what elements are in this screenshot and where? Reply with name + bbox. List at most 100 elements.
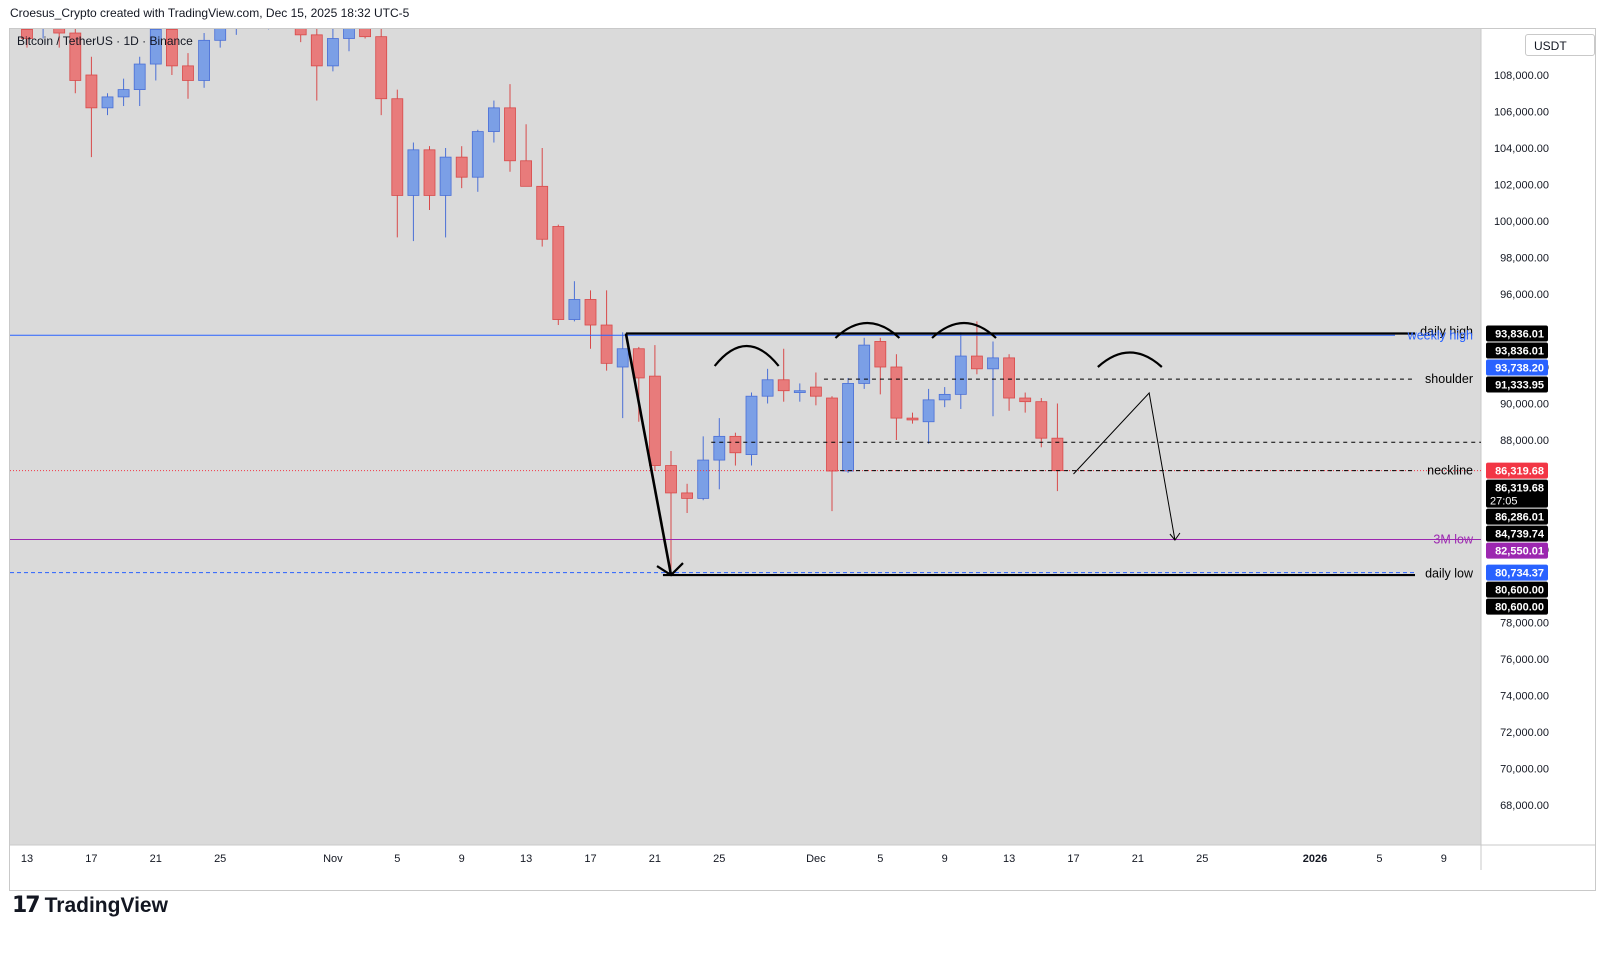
price-tag-value: 86,286.01 xyxy=(1495,512,1544,524)
candle-body xyxy=(391,98,404,196)
candle-body xyxy=(439,156,452,196)
candle-body xyxy=(247,0,258,6)
price-tick-label: 104,000.00 xyxy=(1494,143,1549,155)
candle-body xyxy=(858,344,871,384)
price-tag xyxy=(1486,462,1548,479)
time-tick-label: 21 xyxy=(1132,853,1144,865)
price-tag-value: 93,738.20 xyxy=(1495,362,1544,374)
candle-body xyxy=(407,149,420,196)
price-tick-label: 76,000.00 xyxy=(1500,654,1549,666)
time-tick-label: 13 xyxy=(520,853,532,865)
candle-body xyxy=(1035,401,1048,439)
price-tag xyxy=(1486,342,1548,359)
price-tick-label: 78,000.00 xyxy=(1500,618,1549,630)
candle-body xyxy=(165,29,178,67)
price-tag xyxy=(1486,508,1548,525)
line-label-shoulder: shoulder xyxy=(1425,372,1473,386)
price-tag xyxy=(1486,325,1548,342)
time-tick-label: 5 xyxy=(394,853,400,865)
price-tag-value: 84,739.74 xyxy=(1495,529,1545,541)
time-tick-label: 2026 xyxy=(1303,853,1327,865)
price-tick-label: 68,000.00 xyxy=(1500,800,1549,812)
candle-body xyxy=(954,355,967,395)
drop-arrow-line xyxy=(624,333,673,576)
tradingview-mark-icon: 17 xyxy=(12,893,41,918)
candle-body xyxy=(133,63,146,91)
time-tick-label: 25 xyxy=(214,853,226,865)
candle-body xyxy=(471,131,484,178)
currency-button[interactable]: USDT xyxy=(1525,34,1595,56)
candle-body xyxy=(745,395,758,456)
price-tick-label: 98,000.00 xyxy=(1500,253,1549,265)
candle-body xyxy=(616,348,629,368)
time-tick-label: 13 xyxy=(1003,853,1015,865)
candle-body xyxy=(600,324,613,364)
time-tick-label: 17 xyxy=(584,853,596,865)
candle-body xyxy=(793,390,806,393)
drop-arrow-head xyxy=(656,562,684,577)
candle-body xyxy=(922,399,935,423)
candle-body xyxy=(584,299,597,326)
candle-body xyxy=(697,459,710,499)
symbol-label[interactable]: Bitcoin / TetherUS · 1D · Binance xyxy=(17,34,193,48)
candle-body xyxy=(343,29,355,39)
price-tag xyxy=(1486,542,1548,559)
candle-body xyxy=(632,348,645,379)
price-tag xyxy=(1486,376,1548,393)
price-tag-value: 91,333.95 xyxy=(1495,379,1544,391)
time-tick-label: 25 xyxy=(713,853,725,865)
candle-body xyxy=(713,435,726,461)
candle-body xyxy=(85,74,98,109)
price-tag-value: 93,836.01 xyxy=(1495,328,1544,340)
candle-body xyxy=(810,386,822,397)
projection-arrow-head xyxy=(1169,532,1181,541)
price-tag xyxy=(1486,564,1548,581)
line-label-daily-low: daily low xyxy=(1425,567,1474,581)
candle-body xyxy=(681,492,693,499)
candle-body xyxy=(38,11,49,20)
candle-body xyxy=(1019,397,1032,403)
candle-body xyxy=(890,366,903,419)
price-tag-value: 80,600.00 xyxy=(1495,602,1544,614)
price-tick-label: 100,000.00 xyxy=(1494,216,1549,228)
candle-body xyxy=(987,357,999,370)
candle-body xyxy=(182,65,194,81)
candle-body xyxy=(294,29,307,36)
candle-body xyxy=(375,36,388,100)
candle-body xyxy=(729,435,742,454)
tradingview-wordmark: TradingView xyxy=(44,893,168,917)
price-tick-label: 108,000.00 xyxy=(1494,70,1549,82)
time-tick-label: Dec xyxy=(806,853,826,865)
time-tick-label: 9 xyxy=(459,853,465,865)
candle-body xyxy=(568,299,581,320)
time-tick-label: 13 xyxy=(21,853,33,865)
candle-body xyxy=(649,375,661,466)
price-tag-value: 93,836.01 xyxy=(1495,345,1544,357)
line-label-weekly-high: weekly high xyxy=(1407,328,1473,342)
price-tick-label: 88,000.00 xyxy=(1500,435,1549,447)
time-tick-label: Nov xyxy=(323,853,343,865)
candle-body xyxy=(520,160,532,187)
candle-body xyxy=(423,149,436,196)
time-tick-label: 5 xyxy=(877,853,883,865)
candle-body xyxy=(455,156,468,178)
price-tick-label: 72,000.00 xyxy=(1500,727,1549,739)
candle-body xyxy=(214,29,227,41)
time-axis[interactable]: 13 17 21 25 Nov 5 9 13 17 21 25 Dec 5 9 13 17 21 25 2026 5 9 xyxy=(21,853,1447,865)
price-tag-value: 86,319.68 xyxy=(1495,466,1544,478)
candle-body xyxy=(310,34,323,67)
candles-layer xyxy=(21,0,1064,576)
price-tag-value: 80,600.00 xyxy=(1495,585,1544,597)
time-tick-label: 25 xyxy=(1196,853,1208,865)
price-tick-label: 96,000.00 xyxy=(1500,289,1549,301)
chart-attribution: Croesus_Crypto created with TradingView.… xyxy=(10,6,410,20)
candle-body xyxy=(761,379,774,397)
candle-body xyxy=(279,0,290,6)
price-tag-value: 82,550.01 xyxy=(1495,546,1544,558)
price-tag xyxy=(1486,479,1548,508)
time-tick-label: 21 xyxy=(649,853,661,865)
price-tick-label: 106,000.00 xyxy=(1494,107,1549,119)
tradingview-logo[interactable]: 17 TradingView xyxy=(12,893,168,918)
candle-body xyxy=(665,465,677,494)
